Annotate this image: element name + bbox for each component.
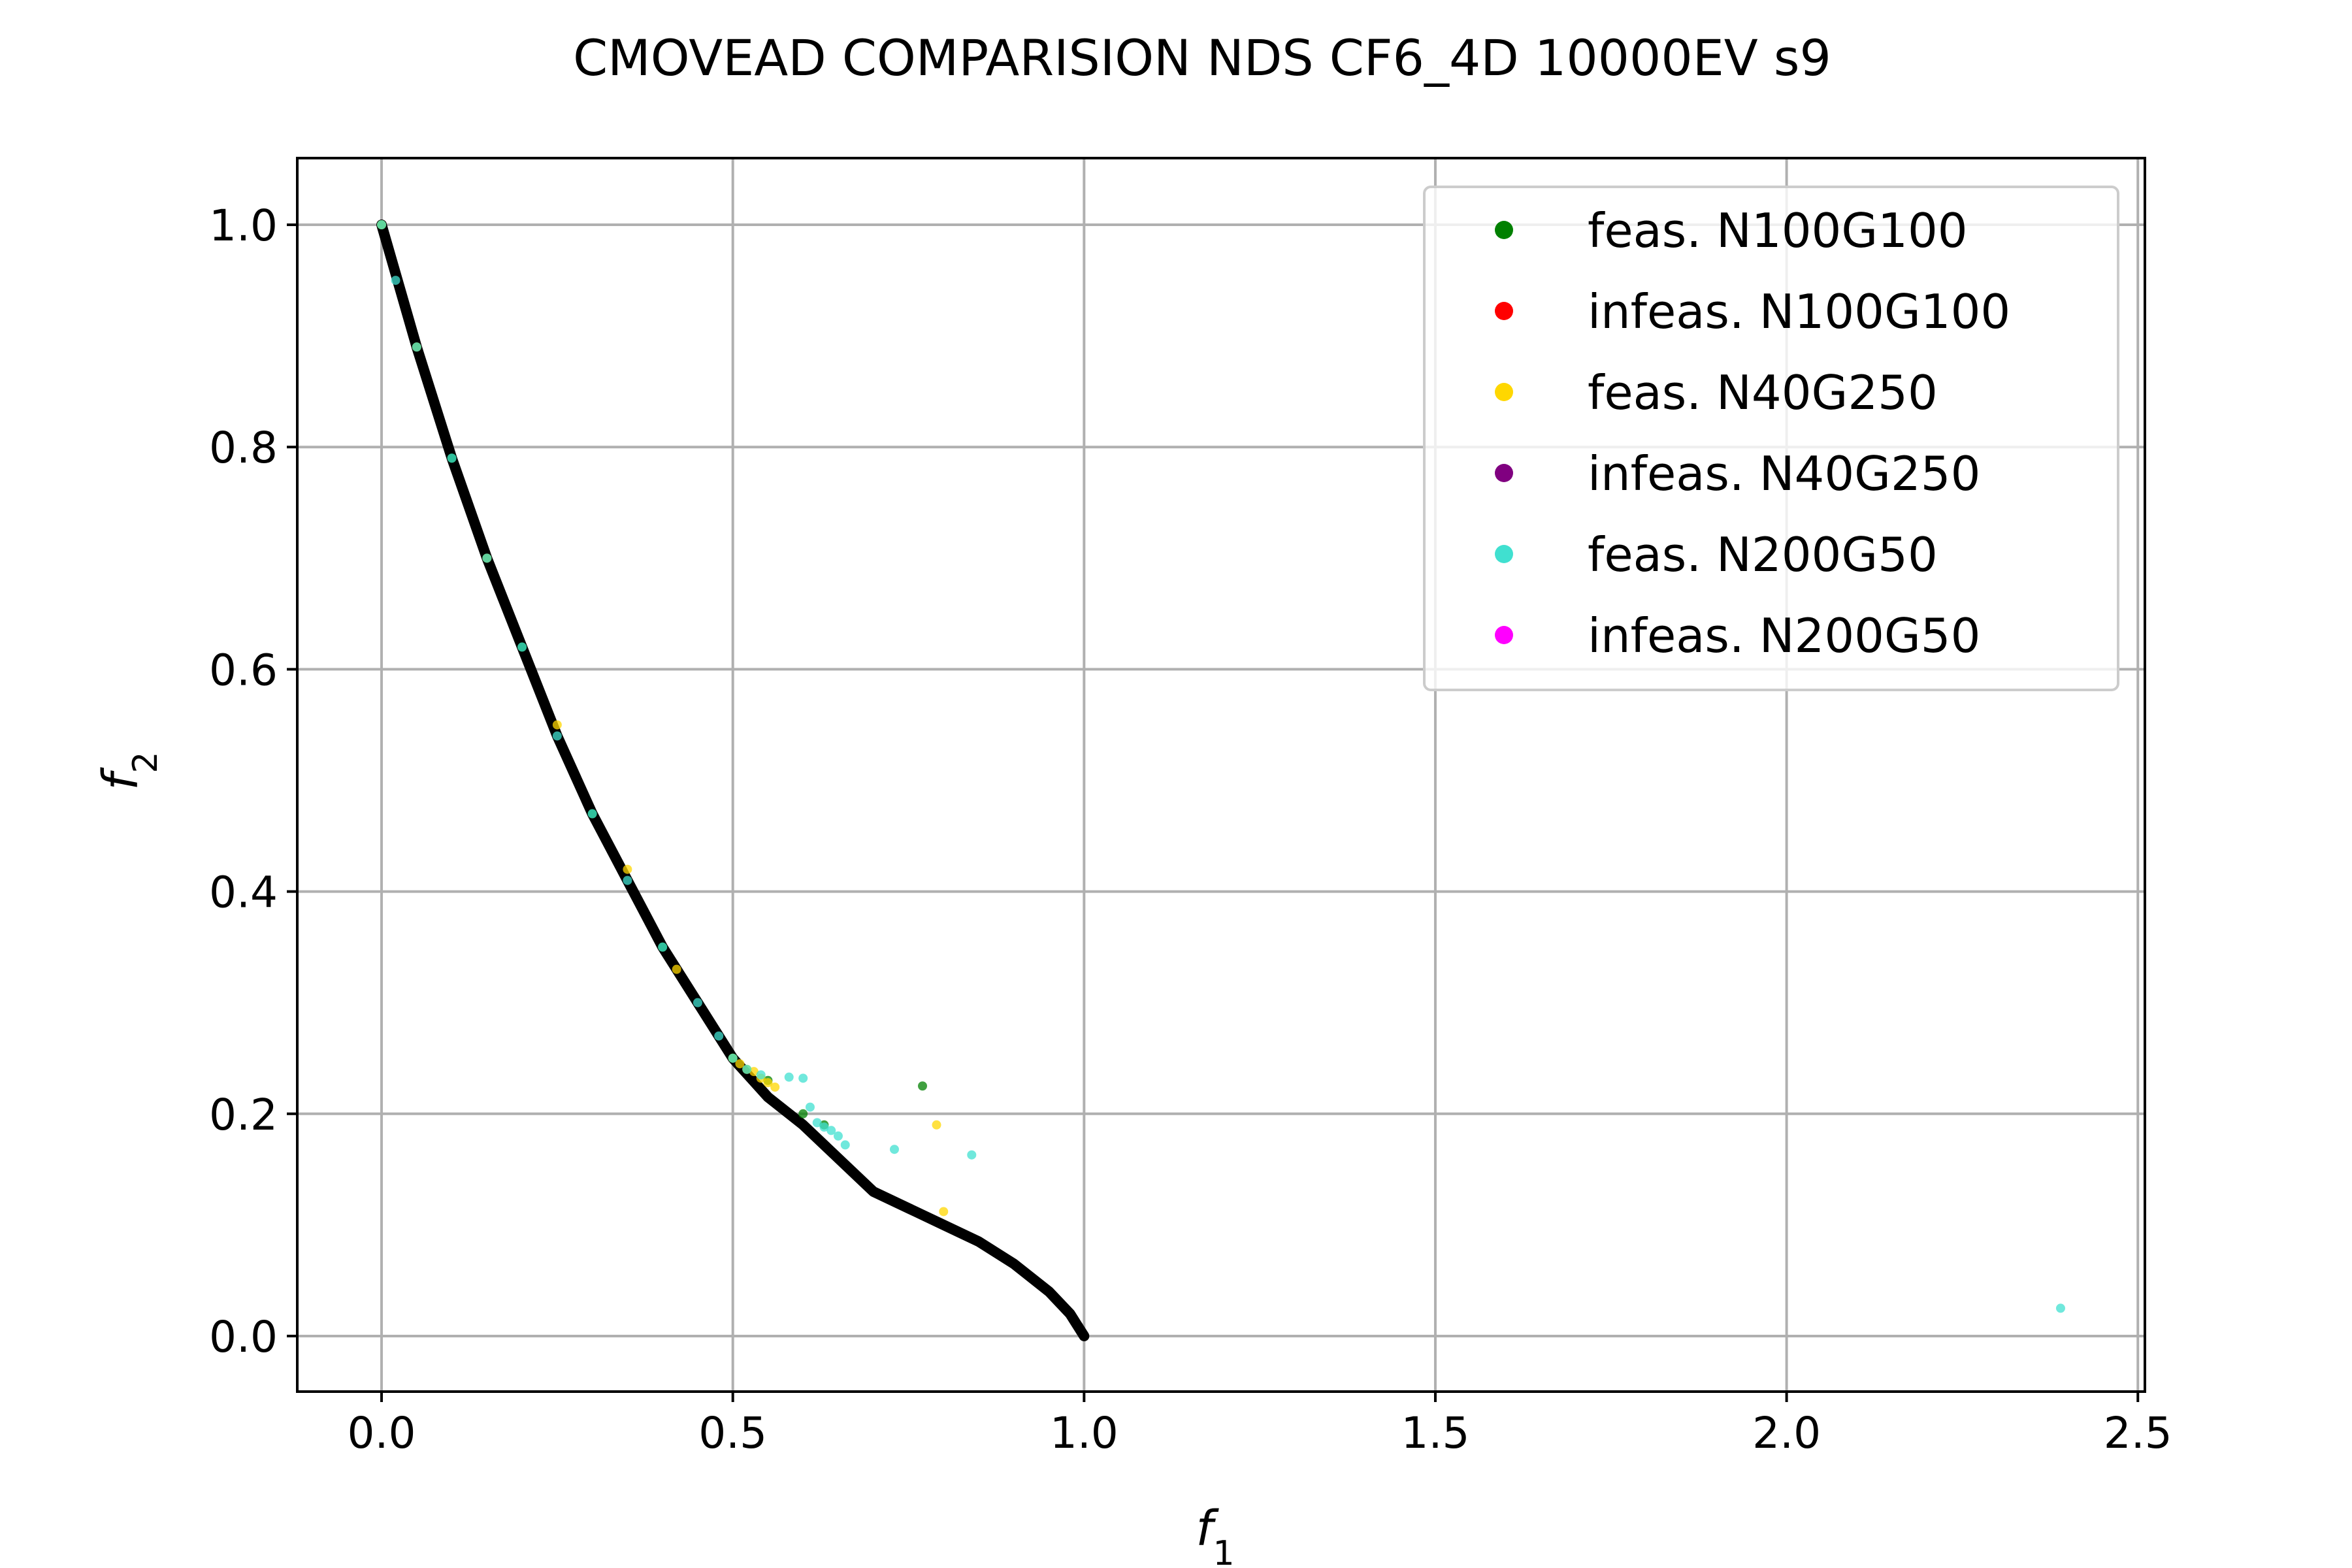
legend-label: feas. N100G100 [1588,203,1968,258]
x-tick-label: 0.0 [348,1408,416,1458]
reference-front [376,220,1090,1341]
y-axis-label: f2 [93,751,165,790]
x-tick-label: 2.0 [1752,1408,1821,1458]
data-point [482,553,492,563]
data-point [2055,1303,2065,1313]
data-point [658,942,668,952]
y-axis: 0.0 0.2 0.4 0.6 0.8 1.0 [209,201,297,1362]
data-point [447,453,457,463]
data-point [552,720,562,730]
data-point [826,1126,836,1135]
x-tick-label: 1.5 [1401,1408,1469,1458]
data-point [798,1073,808,1083]
data-point [770,1082,780,1092]
x-axis-label: f1 [1196,1501,1234,1568]
legend-marker [1495,626,1513,644]
y-tick-label: 0.4 [209,868,278,918]
data-point [918,1081,928,1091]
data-point [840,1140,850,1150]
y-tick-label: 0.6 [209,645,278,695]
data-point [587,809,597,819]
data-point [391,276,400,286]
data-point [714,1031,724,1041]
data-point [939,1207,949,1217]
x-tick-label: 0.5 [698,1408,767,1458]
legend-box [1423,186,2119,691]
legend-label: feas. N40G250 [1588,365,1938,420]
y-tick-label: 0.0 [209,1312,278,1362]
data-point [889,1145,899,1154]
legend-marker [1495,221,1513,239]
data-point [812,1118,822,1128]
legend-marker [1495,302,1513,320]
chart-title: CMOVEAD COMPARISION NDS CF6_4D 10000EV s… [573,29,1831,87]
data-point [728,1053,738,1063]
x-tick-label: 2.5 [2104,1408,2172,1458]
x-axis: 0.0 0.5 1.0 1.5 2.0 2.5 [348,1392,2172,1458]
y-tick-label: 0.2 [209,1090,278,1140]
data-point [412,342,421,352]
data-point [833,1131,843,1141]
data-point [763,1078,773,1088]
data-point [819,1122,829,1132]
data-point [517,642,527,652]
data-point [552,731,562,741]
data-point [784,1072,794,1082]
data-point [749,1067,759,1077]
x-tick-label: 1.0 [1050,1408,1119,1458]
data-point [693,998,702,1007]
data-point [742,1064,752,1074]
legend: feas. N100G100 infeas. N100G100 feas. N40G… [1423,186,2119,691]
data-point [623,875,632,885]
data-point [377,220,387,230]
y-tick-label: 1.0 [209,201,278,251]
plot-area-frame [296,157,2146,1393]
data-point [967,1150,977,1160]
legend-marker [1495,545,1513,563]
reference-front-line [376,220,1090,1341]
legend-marker [1495,464,1513,482]
legend-label: infeas. N40G250 [1588,446,1980,501]
legend-label: feas. N200G50 [1588,527,1938,582]
data-point [756,1070,766,1080]
data-point [932,1120,941,1130]
data-point [672,964,681,974]
legend-label: infeas. N200G50 [1588,608,1980,663]
data-point [735,1059,745,1069]
data-point [623,864,632,874]
data-point [805,1102,815,1112]
data-points [377,220,2065,1313]
legend-marker [1495,383,1513,401]
y-tick-label: 0.8 [209,423,278,473]
data-point [798,1109,808,1119]
legend-label: infeas. N100G100 [1588,284,2010,339]
